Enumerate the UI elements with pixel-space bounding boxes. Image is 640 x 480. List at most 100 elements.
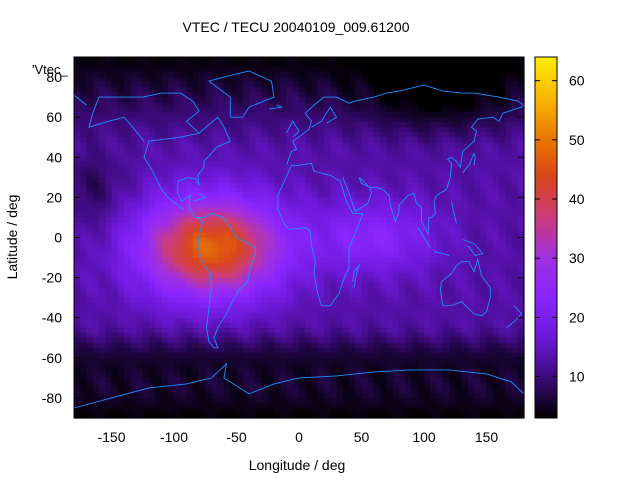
heatmap-cell bbox=[499, 377, 506, 384]
heatmap-cell bbox=[280, 77, 288, 83]
heatmap-cell bbox=[330, 312, 338, 319]
heatmap-cell bbox=[430, 182, 438, 188]
heatmap-cell bbox=[324, 352, 331, 359]
heatmap-cell bbox=[492, 332, 500, 339]
heatmap-cell bbox=[149, 172, 156, 178]
heatmap-cell bbox=[186, 252, 194, 259]
heatmap-cell bbox=[80, 87, 88, 93]
heatmap-cell bbox=[224, 222, 231, 229]
heatmap-cell bbox=[417, 247, 425, 254]
heatmap-cell bbox=[324, 62, 331, 68]
heatmap-cell bbox=[349, 357, 356, 364]
heatmap-cell bbox=[99, 207, 106, 214]
heatmap-cell bbox=[455, 337, 463, 344]
heatmap-cell bbox=[424, 332, 431, 339]
heatmap-cell bbox=[317, 142, 325, 148]
heatmap-cell bbox=[99, 187, 106, 193]
heatmap-cell bbox=[517, 172, 525, 178]
heatmap-cell bbox=[455, 222, 463, 229]
heatmap-cell bbox=[99, 387, 106, 394]
heatmap-cell bbox=[255, 82, 263, 88]
heatmap-cell bbox=[124, 317, 131, 324]
heatmap-cell bbox=[511, 362, 519, 369]
heatmap-cell bbox=[436, 212, 444, 219]
heatmap-cell bbox=[192, 402, 200, 409]
heatmap-cell bbox=[455, 247, 463, 254]
heatmap-cell bbox=[517, 277, 525, 284]
heatmap-cell bbox=[424, 252, 431, 259]
heatmap-cell bbox=[80, 337, 88, 344]
heatmap-cell bbox=[324, 132, 331, 138]
heatmap-cell bbox=[80, 252, 88, 259]
heatmap-cell bbox=[267, 282, 275, 289]
heatmap-cell bbox=[117, 102, 125, 108]
heatmap-cell bbox=[436, 132, 444, 138]
heatmap-cell bbox=[230, 142, 238, 148]
heatmap-cell bbox=[86, 332, 94, 339]
heatmap-cell bbox=[255, 217, 263, 224]
heatmap-cell bbox=[117, 152, 125, 158]
heatmap-cell bbox=[442, 202, 450, 209]
heatmap-cell bbox=[111, 317, 119, 324]
heatmap-cell bbox=[286, 342, 294, 349]
heatmap-cell bbox=[267, 232, 275, 239]
heatmap-cell bbox=[436, 317, 444, 324]
heatmap-cell bbox=[442, 122, 450, 128]
heatmap-cell bbox=[186, 367, 194, 374]
heatmap-cell bbox=[480, 327, 488, 334]
heatmap-cell bbox=[167, 152, 175, 158]
heatmap-cell bbox=[192, 167, 200, 173]
heatmap-cell bbox=[230, 67, 238, 73]
heatmap-cell bbox=[186, 152, 194, 158]
heatmap-cell bbox=[117, 212, 125, 219]
heatmap-cell bbox=[442, 347, 450, 354]
heatmap-cell bbox=[167, 327, 175, 334]
heatmap-cell bbox=[261, 167, 269, 173]
heatmap-cell bbox=[92, 222, 100, 229]
heatmap-cell bbox=[380, 72, 388, 78]
heatmap-cell bbox=[192, 192, 200, 198]
heatmap-cell bbox=[236, 277, 244, 284]
heatmap-cell bbox=[211, 282, 219, 289]
heatmap-cell bbox=[442, 152, 450, 158]
heatmap-cell bbox=[380, 327, 388, 334]
heatmap-cell bbox=[374, 237, 381, 244]
heatmap-cell bbox=[336, 227, 344, 234]
heatmap-cell bbox=[99, 312, 106, 319]
heatmap-cell bbox=[299, 337, 306, 344]
heatmap-cell bbox=[161, 207, 169, 214]
heatmap-cell bbox=[324, 122, 331, 128]
heatmap-cell bbox=[442, 167, 450, 173]
heatmap-cell bbox=[155, 377, 163, 384]
heatmap-cell bbox=[342, 297, 350, 304]
heatmap-cell bbox=[505, 122, 513, 128]
heatmap-cell bbox=[274, 237, 281, 244]
heatmap-cell bbox=[517, 187, 525, 193]
heatmap-cell bbox=[92, 62, 100, 68]
heatmap-cell bbox=[199, 322, 206, 329]
heatmap-cell bbox=[286, 107, 294, 113]
heatmap-cell bbox=[186, 92, 194, 98]
heatmap-cell bbox=[211, 317, 219, 324]
heatmap-cell bbox=[242, 112, 250, 118]
heatmap-cell bbox=[374, 167, 381, 173]
heatmap-cell bbox=[205, 297, 213, 304]
heatmap-cell bbox=[124, 67, 131, 73]
heatmap-cell bbox=[424, 97, 431, 103]
heatmap-cell bbox=[499, 372, 506, 379]
heatmap-cell bbox=[399, 97, 406, 103]
heatmap-cell bbox=[467, 57, 475, 63]
heatmap-cell bbox=[142, 317, 150, 324]
heatmap-cell bbox=[442, 102, 450, 108]
heatmap-cell bbox=[186, 117, 194, 123]
heatmap-cell bbox=[249, 377, 256, 384]
heatmap-cell bbox=[511, 87, 519, 93]
heatmap-cell bbox=[511, 77, 519, 83]
heatmap-cell bbox=[399, 352, 406, 359]
heatmap-cell bbox=[430, 222, 438, 229]
heatmap-cell bbox=[142, 297, 150, 304]
heatmap-cell bbox=[99, 372, 106, 379]
heatmap-cell bbox=[492, 287, 500, 294]
heatmap-cell bbox=[280, 202, 288, 209]
heatmap-cell bbox=[92, 197, 100, 203]
